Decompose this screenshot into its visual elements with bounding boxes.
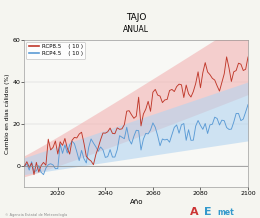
Text: E: E xyxy=(204,207,212,217)
Y-axis label: Cambio en dias cálidos (%): Cambio en dias cálidos (%) xyxy=(4,73,10,154)
Text: A: A xyxy=(190,207,198,217)
Text: met: met xyxy=(217,208,234,217)
X-axis label: Año: Año xyxy=(129,199,143,205)
Text: ANUAL: ANUAL xyxy=(123,25,149,34)
Text: © Agencia Estatal de Meteorología: © Agencia Estatal de Meteorología xyxy=(5,213,67,217)
Legend: RCP8.5    ( 10 ), RCP4.5    ( 10 ): RCP8.5 ( 10 ), RCP4.5 ( 10 ) xyxy=(26,41,86,59)
Text: TAJO: TAJO xyxy=(126,13,146,22)
